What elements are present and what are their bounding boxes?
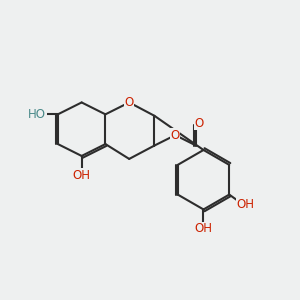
Text: O: O: [171, 129, 180, 142]
Text: OH: OH: [194, 222, 212, 235]
Text: OH: OH: [73, 169, 91, 182]
Text: O: O: [194, 117, 204, 130]
Text: OH: OH: [237, 199, 255, 212]
Text: HO: HO: [28, 108, 46, 121]
Text: O: O: [124, 96, 134, 109]
